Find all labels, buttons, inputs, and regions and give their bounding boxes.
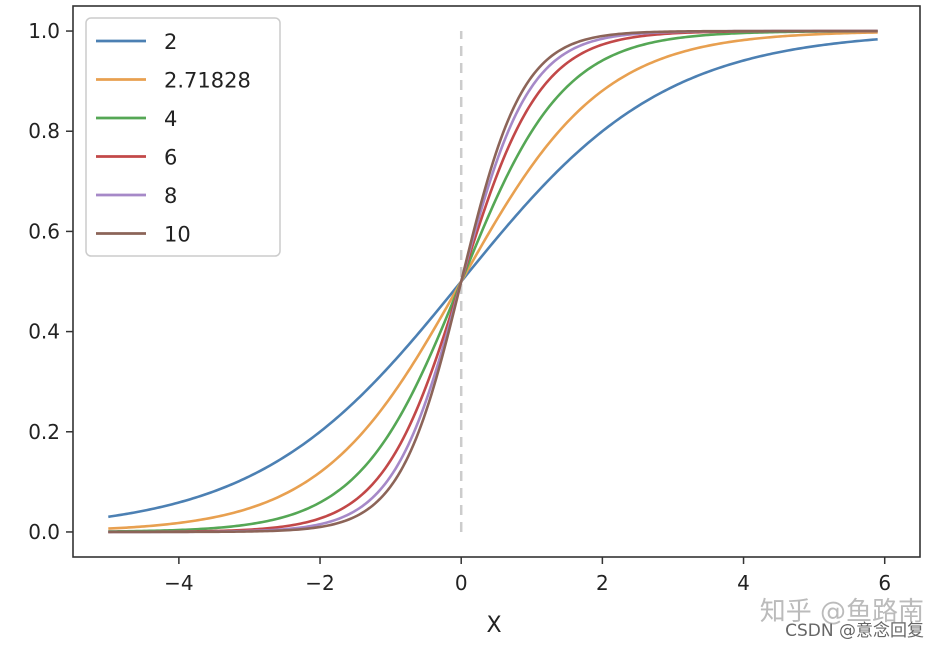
legend-box: [85, 17, 281, 257]
y-tick-label: 0.0: [28, 520, 60, 544]
y-axis-ticks: 0.0 0.2 0.4 0.6 0.8 1.0: [28, 19, 73, 544]
x-tick-label: 0: [455, 571, 468, 595]
legend-entry-label: 2: [164, 30, 177, 54]
x-tick-label: 2: [596, 571, 609, 595]
x-axis-ticks: −4 −2 0 2 4 6: [164, 557, 891, 595]
plot-area: [72, 5, 921, 558]
legend-entry-label: 10: [164, 223, 191, 247]
series-line-2-71828: [108, 31, 878, 530]
y-tick-label: 0.4: [28, 320, 60, 344]
y-tick-label: 0.2: [28, 420, 60, 444]
series-line-2: [108, 38, 878, 519]
legend: 2 2.71828 4 6 8 10: [85, 17, 281, 257]
x-tick-label: −4: [164, 571, 193, 595]
plot-frame: [72, 5, 921, 558]
legend-entry-label: 4: [164, 107, 177, 131]
y-tick-label: 0.8: [28, 119, 60, 143]
watermark-zhihu: 知乎 @鱼路南: [760, 597, 924, 627]
watermark-csdn: CSDN @意念回复: [785, 620, 924, 641]
x-axis-label: X: [486, 613, 501, 638]
x-tick-label: 6: [878, 571, 891, 595]
y-tick-label: 0.6: [28, 219, 60, 243]
x-tick-label: −2: [305, 571, 334, 595]
series-line-10: [108, 29, 878, 534]
legend-entry-label: 6: [164, 146, 177, 170]
x-tick-label: 4: [737, 571, 750, 595]
legend-entry-label: 2.71828: [164, 69, 251, 93]
legend-entry-label: 8: [164, 184, 177, 208]
y-tick-label: 1.0: [28, 19, 60, 43]
series-line-4: [108, 29, 878, 533]
